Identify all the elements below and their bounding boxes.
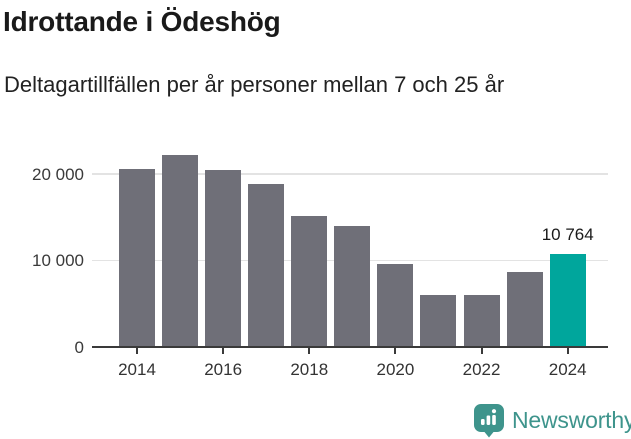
bar-2020 xyxy=(377,264,414,347)
x-axis-tick-2018 xyxy=(308,348,311,354)
data-label-2024: 10 764 xyxy=(541,224,594,244)
bar-2018 xyxy=(291,215,328,347)
bar-2016 xyxy=(205,169,242,347)
x-axis-tick-2020 xyxy=(394,348,397,354)
bar-2015 xyxy=(162,155,199,347)
bar-2019 xyxy=(334,226,371,347)
x-axis-label-2024: 2024 xyxy=(548,360,587,379)
brand-footer: Newsworthy xyxy=(473,403,631,438)
bar-2024-highlighted xyxy=(549,253,586,347)
x-axis-tick-2014 xyxy=(136,348,138,354)
bar-2022 xyxy=(463,295,500,347)
x-axis-label-2020: 2020 xyxy=(376,360,415,379)
bar-2021 xyxy=(420,295,457,347)
bar-2023 xyxy=(506,272,543,347)
y-axis-label: 10 000 xyxy=(32,251,84,271)
x-axis-tick-2022 xyxy=(480,348,483,354)
x-axis-tick-2016 xyxy=(222,348,225,354)
x-axis-line xyxy=(92,346,608,348)
x-axis-label-2022: 2022 xyxy=(462,360,501,379)
bar-2014 xyxy=(119,169,155,347)
gridline-20000 xyxy=(92,173,608,175)
x-axis-label-2014: 2014 xyxy=(118,360,156,379)
bar-2017 xyxy=(248,183,285,347)
chart-title: Idrottande i Ödeshög xyxy=(3,6,281,37)
y-axis-label: 20 000 xyxy=(32,164,84,184)
brand-name: Newsworthy xyxy=(512,407,631,433)
x-axis-label-2016: 2016 xyxy=(204,360,243,379)
y-axis-label: 0 xyxy=(74,337,84,357)
x-axis-tick-2024 xyxy=(566,348,569,354)
chart-subtitle: Deltagartillfällen per år personer mella… xyxy=(4,72,505,97)
newsworthy-logo-icon xyxy=(474,404,504,438)
x-axis-label-2018: 2018 xyxy=(290,360,329,379)
